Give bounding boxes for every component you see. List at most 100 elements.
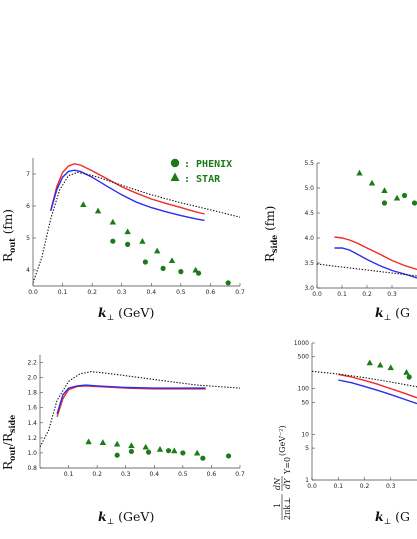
x-tick-label: 0.2 bbox=[92, 471, 102, 478]
y-tick-label: 1.4 bbox=[27, 420, 37, 427]
ylabel-rside: Rside (fm) bbox=[263, 206, 279, 262]
plot-area bbox=[40, 371, 240, 461]
data-point-phenix bbox=[401, 192, 408, 199]
y-tick-label: 5.5 bbox=[304, 160, 314, 167]
data-point-phenix bbox=[196, 270, 202, 276]
ylabel-frac1-num: 1 bbox=[273, 503, 282, 508]
x-tick-label: 0.6 bbox=[207, 471, 217, 478]
series-line-blue bbox=[338, 379, 417, 405]
data-point-star bbox=[393, 194, 401, 201]
data-point-star bbox=[156, 445, 164, 452]
data-point-star bbox=[99, 439, 107, 445]
data-point-star bbox=[124, 228, 131, 235]
legend-label-phenix: : PHENIX bbox=[184, 159, 232, 170]
data-point-star bbox=[154, 247, 161, 254]
ylabel-unit: (GeV⁻²) bbox=[278, 425, 287, 456]
legend-label-star: : STAR bbox=[184, 174, 221, 185]
x-tick-label: 0.4 bbox=[150, 471, 160, 478]
data-point-phenix bbox=[145, 449, 152, 455]
plot-area bbox=[312, 359, 417, 405]
data-point-star bbox=[403, 368, 410, 375]
x-tick-label: 0.2 bbox=[360, 483, 370, 490]
y-tick-label: 10 bbox=[301, 431, 309, 438]
x-tick-label: 0.5 bbox=[178, 471, 188, 478]
data-point-phenix bbox=[381, 200, 388, 206]
y-tick-label: 500 bbox=[298, 354, 310, 361]
panel-rout: 0.0 0.1 0.2 0.3 0.4 0.5 0.6 0.7 4 5 6 7 bbox=[26, 158, 245, 296]
ylabel-spectrum: 1 2πk⊥ dN dY Y=0 (GeV⁻²) bbox=[273, 425, 292, 520]
y-tick-label: 3.0 bbox=[304, 285, 314, 292]
data-point-star bbox=[387, 364, 394, 371]
y-tick-label: 1000 bbox=[294, 340, 309, 347]
series-line-red bbox=[338, 373, 417, 399]
y-tick-label: 4.5 bbox=[304, 210, 314, 217]
data-point-star bbox=[85, 438, 92, 445]
ylabel-frac1-den: 2πk⊥ bbox=[283, 497, 292, 520]
series-line-red bbox=[56, 385, 206, 418]
series-line-black bbox=[312, 370, 417, 388]
xlabel-rout: k⊥ (GeV) bbox=[98, 305, 154, 322]
x-tick-label: 0.2 bbox=[87, 289, 97, 296]
plot-area bbox=[33, 163, 240, 286]
series-line-blue bbox=[56, 384, 206, 415]
xlabel-ratio: k⊥ (GeV) bbox=[98, 509, 154, 526]
data-point-star bbox=[128, 442, 135, 448]
y-tick-label: 100 bbox=[298, 386, 310, 393]
xlabel-rside: k⊥ (G bbox=[375, 305, 410, 322]
y-tick-label: 6 bbox=[26, 203, 30, 210]
y-tick-label: 2.0 bbox=[27, 375, 37, 382]
series-line-blue bbox=[50, 169, 205, 222]
data-point-star bbox=[109, 218, 117, 225]
y-tick-label: 7 bbox=[26, 171, 30, 178]
data-point-phenix bbox=[225, 453, 232, 459]
data-point-star bbox=[94, 207, 102, 214]
legend-circle-marker bbox=[170, 158, 180, 168]
x-tick-label: 0.5 bbox=[176, 289, 186, 296]
data-point-phenix bbox=[178, 269, 184, 275]
y-tick-label: 1 bbox=[305, 477, 309, 484]
data-point-star bbox=[368, 179, 376, 186]
x-tick-label: 0.2 bbox=[362, 291, 372, 298]
y-tick-label: 1.2 bbox=[27, 435, 37, 442]
data-point-phenix bbox=[225, 280, 231, 286]
series-line-black bbox=[317, 263, 417, 277]
y-tick-label: 1.6 bbox=[27, 405, 37, 412]
data-point-star bbox=[113, 440, 121, 447]
data-point-star bbox=[168, 257, 176, 263]
x-tick-label: 0.7 bbox=[235, 289, 245, 296]
data-point-phenix bbox=[200, 455, 206, 461]
data-point-phenix bbox=[114, 452, 120, 458]
y-tick-label: 3.5 bbox=[304, 260, 314, 267]
data-point-phenix bbox=[125, 241, 131, 247]
data-point-phenix bbox=[406, 374, 412, 380]
data-point-phenix bbox=[128, 448, 135, 455]
x-tick-label: 0.6 bbox=[206, 289, 216, 296]
data-point-star bbox=[80, 201, 87, 207]
x-tick-label: 0.1 bbox=[333, 483, 343, 490]
data-point-phenix bbox=[110, 238, 116, 244]
x-tick-label: 0.3 bbox=[121, 471, 131, 478]
y-tick-label: 1.8 bbox=[27, 390, 37, 397]
series-line-blue bbox=[334, 247, 417, 279]
xlabel-spectrum: k⊥ (G bbox=[375, 509, 410, 526]
ylabel-frac2-den: dY bbox=[283, 478, 292, 489]
legend: : PHENIX : STAR bbox=[170, 158, 232, 185]
ylabel-eval: Y=0 bbox=[283, 457, 292, 475]
x-tick-label: 0.0 bbox=[307, 483, 317, 490]
series-line-red bbox=[50, 163, 205, 215]
data-point-phenix bbox=[411, 200, 417, 206]
x-tick-label: 0.4 bbox=[147, 289, 157, 296]
panel-spectrum: 0.0 0.1 0.2 0.3 1 5 10 50 100 500 1000 bbox=[294, 340, 417, 490]
series-line-black bbox=[33, 171, 240, 283]
data-point-star bbox=[381, 187, 388, 194]
legend-triangle-marker bbox=[170, 172, 180, 181]
y-tick-label: 1.0 bbox=[27, 450, 37, 457]
x-tick-label: 0.1 bbox=[64, 471, 74, 478]
data-point-star bbox=[142, 443, 149, 450]
x-tick-label: 0.1 bbox=[337, 291, 347, 298]
ylabel-ratio: Rout/Rside bbox=[1, 415, 17, 470]
y-tick-label: 4.0 bbox=[304, 235, 314, 242]
panel-ratio: 0.1 0.2 0.3 0.4 0.5 0.6 0.7 0.8 1.0 1.2 1.4 1.6 1.8 2… bbox=[27, 355, 245, 478]
y-tick-label: 0.8 bbox=[27, 465, 37, 472]
x-tick-label: 0.0 bbox=[28, 289, 38, 296]
